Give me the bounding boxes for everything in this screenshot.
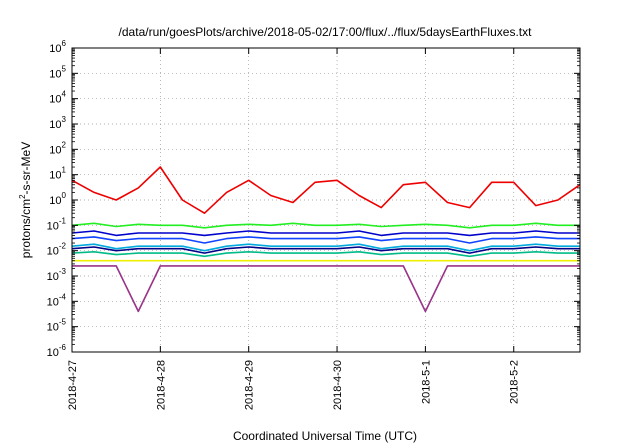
y-tick-label: 106 [49,39,66,55]
y-tick-base: 10 [49,144,61,156]
y-axis-label-sup: 2 [18,194,27,199]
x-tick-label: 2018-4-30 [332,360,344,410]
y-tick-exp: 4 [62,90,67,99]
y-tick-base: 10 [47,271,59,283]
x-tick-label: 2018-4-27 [67,360,79,410]
y-tick-base: 10 [49,170,61,182]
x-tick-label: 2018-4-29 [244,360,256,410]
x-axis-label: Coordinated Universal Time (UTC) [233,429,417,443]
y-tick-exp: -6 [59,343,67,352]
y-axis-label-tail: -s-sr-MeV [19,142,33,195]
y-tick-base: 10 [47,246,59,258]
gridlines [72,48,580,352]
y-tick-label: 10-4 [47,292,67,308]
x-tick-label: 2018-5-2 [509,360,521,404]
y-tick-base: 10 [49,94,61,106]
y-tick-label: 104 [49,90,66,106]
y-tick-base: 10 [49,68,61,80]
x-tick-label: 2018-4-28 [155,360,167,410]
y-tick-exp: -3 [59,267,67,276]
series-line [71,166,581,214]
y-tick-exp: -1 [59,216,67,225]
y-tick-label: 102 [49,140,66,156]
y-tick-base: 10 [47,220,59,232]
y-tick-exp: 6 [62,39,67,48]
series-line [71,236,580,244]
y-tick-exp: -5 [59,318,67,327]
y-tick-base: 10 [49,119,61,131]
y-tick-exp: 5 [62,64,67,73]
y-tick-label: 10-1 [47,216,67,232]
y-tick-base: 10 [47,322,59,334]
y-axis: 10-610-510-410-310-210-11001011021031041… [47,39,580,359]
plot-frame [71,47,581,353]
y-tick-label: 100 [49,191,66,207]
series-line [71,230,580,237]
y-axis-label-main: protons/cm [19,199,33,258]
y-tick-base: 10 [49,43,61,55]
y-tick-exp: 0 [62,191,67,200]
series-line [71,222,580,229]
series-line [71,251,580,258]
series-line [71,246,580,254]
x-axis: 2018-4-27 2018-4-28 2018-4-29 2018-4-30 2018… [67,48,521,410]
series-line [72,265,580,313]
y-tick-label: 10-3 [47,267,67,283]
y-tick-label: 10-2 [47,242,67,258]
y-tick-exp: 3 [62,115,67,124]
y-tick-label: 101 [49,166,66,182]
x-tick-label: 2018-5-1 [420,360,432,404]
series-line [71,243,580,252]
y-axis-label: protons/cm2-s-sr-MeV [18,142,33,258]
y-tick-label: 10-6 [47,343,67,359]
y-tick-exp: 1 [62,166,67,175]
series-lines [71,166,581,313]
y-tick-base: 10 [47,296,59,308]
chart-title: /data/run/goesPlots/archive/2018-05-02/1… [119,25,533,39]
y-tick-label: 10-5 [47,318,67,334]
y-tick-base: 10 [47,347,59,359]
y-tick-exp: 2 [62,140,67,149]
y-tick-exp: -4 [59,292,67,301]
y-tick-label: 103 [49,115,66,131]
y-tick-label: 105 [49,64,66,80]
y-tick-exp: -2 [59,242,67,251]
y-tick-base: 10 [49,195,61,207]
